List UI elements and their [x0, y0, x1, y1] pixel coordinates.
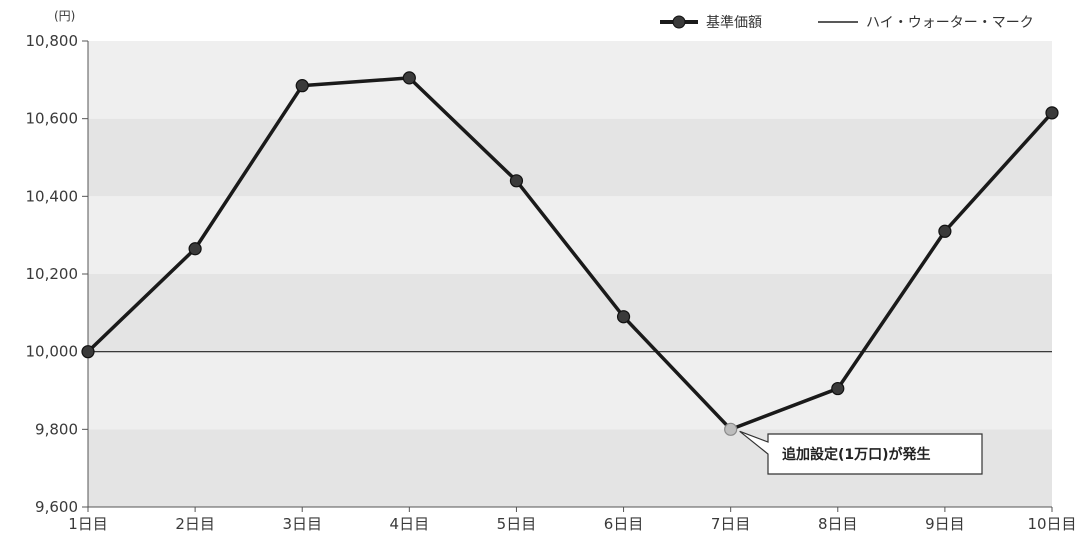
background-band	[88, 351, 1052, 430]
data-point	[188, 242, 202, 256]
data-point	[1045, 106, 1059, 120]
y-tick-label: 10,400	[26, 187, 79, 205]
x-tick-label: 1日目	[68, 515, 108, 533]
y-tick-label: 10,600	[26, 110, 79, 128]
legend-reference-label: ハイ・ウォーター・マーク	[866, 15, 1034, 31]
x-tick-label: 10日目	[1027, 515, 1076, 533]
series-polyline	[86, 76, 1054, 432]
x-axis-ticks: 1日目 2日目 3日目 4日目 5日目 6日目 7日目 8日目 9日目 10日目	[68, 507, 1077, 533]
series-points	[81, 71, 1059, 436]
annotation-text: 追加設定(1万口)が発生	[782, 446, 931, 463]
highlighted-data-point	[724, 422, 738, 436]
x-tick-label: 9日目	[925, 515, 965, 533]
data-point	[295, 79, 309, 93]
annotation-callout: 追加設定(1万口)が発生	[739, 430, 983, 475]
y-tick-label: 9,800	[35, 420, 78, 438]
y-tick-label: 10,800	[26, 32, 79, 50]
x-tick-label: 2日目	[175, 515, 215, 533]
series-line	[86, 76, 1054, 432]
x-tick-label: 8日目	[818, 515, 858, 533]
background-band	[88, 196, 1052, 274]
annotation-box	[739, 430, 983, 475]
x-tick-label: 6日目	[604, 515, 644, 533]
background-bands	[88, 41, 1052, 507]
data-point	[81, 345, 95, 359]
background-band	[88, 41, 1052, 119]
data-point	[616, 310, 631, 324]
y-axis-ticks: 9,600 9,800 10,000 10,200 10,400 10,600 10,800	[26, 32, 88, 516]
legend-series-label: 基準価額	[706, 14, 762, 31]
x-tick-label: 4日目	[390, 515, 430, 533]
x-tick-label: 7日目	[711, 515, 751, 533]
y-axis-unit-label: (円)	[54, 9, 75, 23]
data-point	[509, 174, 524, 188]
data-point	[938, 224, 952, 238]
x-tick-label: 3日目	[282, 515, 322, 533]
data-point	[402, 71, 416, 85]
y-tick-label: 10,000	[26, 343, 79, 361]
data-point	[831, 381, 845, 396]
y-tick-label: 10,200	[26, 265, 79, 283]
legend: 基準価額 ハイ・ウォーター・マーク	[660, 14, 1034, 31]
background-band	[88, 118, 1052, 197]
x-tick-label: 5日目	[497, 515, 537, 533]
legend-series-marker	[672, 15, 686, 29]
y-tick-label: 9,600	[35, 498, 78, 516]
